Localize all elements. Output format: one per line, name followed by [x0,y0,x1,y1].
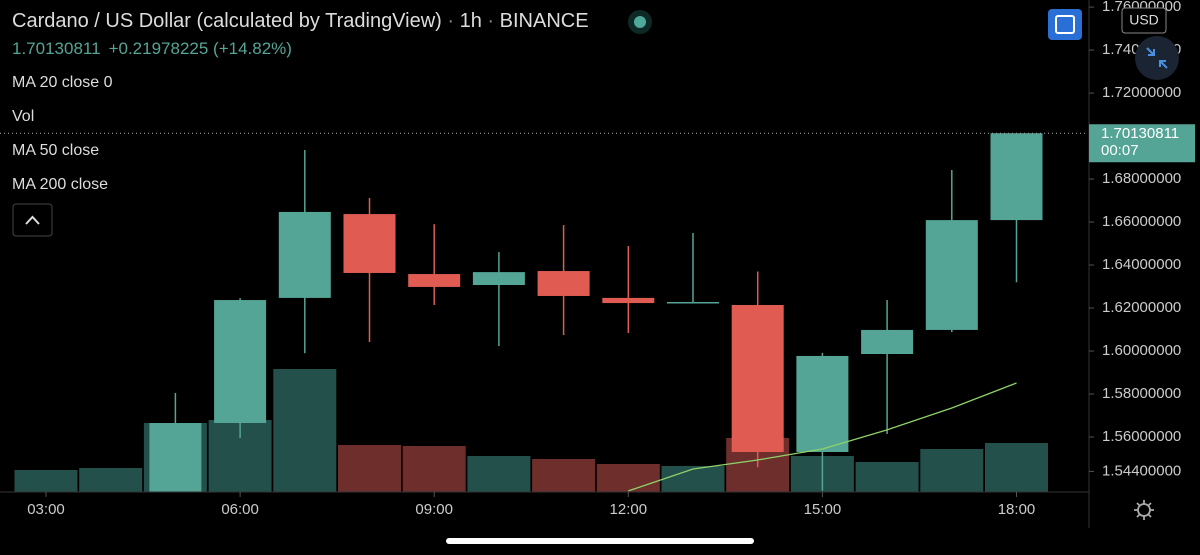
x-tick-label: 03:00 [27,501,65,518]
candle-body [343,214,396,273]
collapse-button[interactable] [12,203,53,237]
x-axis: 03:00 06:00 09:00 12:00 15:00 18:00 [27,492,1035,518]
minimize-button[interactable] [1135,36,1179,80]
volume-bar [596,464,660,492]
last-price-label: 1.70130811 [1101,125,1179,142]
ma-line [628,382,1017,492]
x-tick-label: 15:00 [804,501,842,518]
candle-body [537,271,590,296]
indicator[interactable]: MA 50 close [12,142,99,159]
y-tick-label: 1.64000000 [1102,256,1181,273]
last-price: 1.70130811 [12,39,101,58]
x-tick-label: 12:00 [610,501,648,518]
candle-body [278,211,331,298]
candle-body [408,274,461,287]
candle-body [667,301,719,304]
indicator[interactable]: MA 200 close [12,176,108,193]
volume-bar [985,443,1048,492]
fullscreen-button[interactable] [1048,9,1082,40]
volume-bar [467,456,531,492]
volume-bar [273,369,337,492]
currency-button[interactable]: USD [1121,7,1167,34]
status-dot [634,16,646,28]
y-tick-label: 1.54400000 [1102,462,1181,479]
home-indicator [446,538,754,544]
candle-body [990,133,1043,221]
interval[interactable]: 1h [460,10,482,32]
y-tick-label: 1.66000000 [1102,213,1181,230]
y-tick-label: 1.58000000 [1102,385,1181,402]
candle-body [602,297,655,304]
y-tick-label: 1.68000000 [1102,170,1181,187]
candle-body [149,423,202,492]
settings-button[interactable] [1134,500,1154,520]
candle-body [214,300,267,424]
x-tick-label: 09:00 [415,501,453,518]
countdown: 00:07 [1101,142,1139,159]
y-tick-label: 1.56000000 [1102,428,1181,445]
price-change: +0.21978225 (+14.82%) [109,39,292,58]
volume-bar [855,462,919,492]
exchange: BINANCE [500,10,589,32]
volume-bar [79,468,143,492]
volume-bar [14,470,78,492]
indicator[interactable]: Vol [12,108,34,125]
indicator[interactable]: MA 20 close 0 [12,74,113,91]
plot-area [0,132,1088,492]
y-tick-label: 1.62000000 [1102,299,1181,316]
price-line: 1.70130811 +0.21978225 (+14.82%) [12,39,292,58]
candle-body [925,220,978,330]
sep: · [442,10,460,32]
x-tick-label: 06:00 [221,501,259,518]
volume-bar [532,459,596,492]
candle-body [731,305,784,453]
y-tick-label: 1.60000000 [1102,342,1181,359]
candle-body [472,272,525,286]
candle-body [796,355,849,453]
sep: · [482,10,500,32]
currency: USD [1129,12,1159,28]
volume-bar [661,466,725,492]
candle-body [861,329,914,355]
y-tick-label: 1.72000000 [1102,84,1181,101]
volume-bar [920,449,984,492]
x-tick-label: 18:00 [998,501,1036,518]
symbol-name: Cardano / US Dollar (calculated by Tradi… [12,10,442,32]
volume-bar [338,445,401,492]
overlay: Cardano / US Dollar (calculated by Tradi… [12,10,652,237]
volume-bar [402,446,466,492]
last-price-box [1089,124,1195,163]
symbol: Cardano / US Dollar (calculated by Tradi… [12,10,589,32]
